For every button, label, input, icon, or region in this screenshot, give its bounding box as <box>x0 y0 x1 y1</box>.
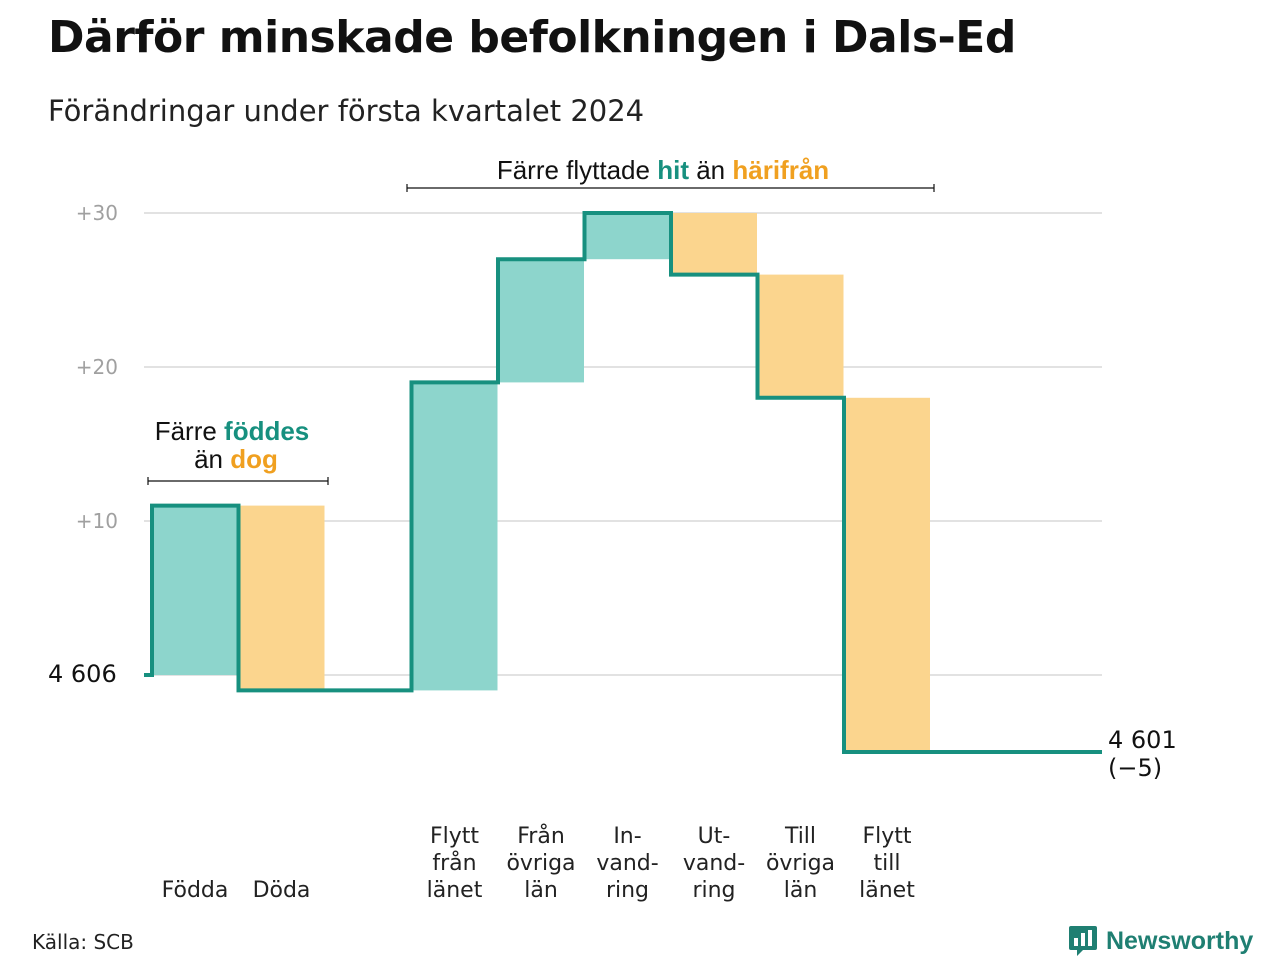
newsworthy-logo: Newsworthy <box>1068 924 1253 958</box>
line-layer <box>144 211 1102 754</box>
bar-0 <box>152 505 238 675</box>
chart-subtitle: Förändringar under första kvartalet 2024 <box>48 94 645 128</box>
x-category-label-7: Till övriga län <box>766 824 835 903</box>
end-value-label: 4 601 <box>1108 726 1177 754</box>
x-category-label-3: Flytt från länet <box>427 824 483 903</box>
x-category-label-6: Ut-vand-ring <box>683 824 745 903</box>
y-tick-label-2: +30 <box>76 201 118 225</box>
chart-title: Därför minskade befolkningen i Dals-Ed <box>48 12 1016 63</box>
logo-text: Newsworthy <box>1106 926 1254 955</box>
bar-7 <box>757 274 844 398</box>
ann-bd-born: föddes <box>224 416 309 446</box>
bar-layer <box>152 213 930 752</box>
y-tick-label-0: +10 <box>76 509 118 533</box>
bar-1 <box>238 505 325 691</box>
source-note: Källa: SCB <box>32 930 134 954</box>
bar-8 <box>844 397 930 752</box>
ann-mig-away: härifrån <box>732 155 829 185</box>
migration-annotation: Färre flyttade hit än härifrån <box>406 155 935 192</box>
start-value-label: 4 606 <box>48 660 117 688</box>
label-layer: Födda Döda Flytt från länet Från övriga län In-v… <box>162 823 916 903</box>
waterfall-chart: +10 +20 +30 Födda Döda Flytt från länet Från övr… <box>48 155 1177 903</box>
ann-mig-here: hit <box>657 155 689 185</box>
bar-6 <box>671 213 757 275</box>
ann-bd-line2-a: än <box>194 444 230 474</box>
bar-3 <box>411 382 498 691</box>
svg-text:Färre flyttade hit än härifrån: Färre flyttade hit än härifrån <box>497 155 829 185</box>
bar-chart-speech-icon <box>1069 926 1097 956</box>
cumulative-line <box>144 211 1102 754</box>
svg-text:än dog: än dog <box>194 444 278 474</box>
births-deaths-annotation: Färre föddes än dog <box>147 416 329 485</box>
y-tick-label-1: +20 <box>76 355 118 379</box>
ann-bd-line1-a: Färre <box>155 416 224 446</box>
x-category-label-5: In-vand-ring <box>596 824 658 903</box>
x-category-label-1: Döda <box>253 878 311 903</box>
x-category-label-8: Flytt till länet <box>859 824 915 903</box>
x-category-label-4: Från övriga län <box>506 823 575 903</box>
svg-text:Färre föddes: Färre föddes <box>155 416 310 446</box>
x-category-label-0: Födda <box>162 878 229 903</box>
bar-4 <box>498 259 584 383</box>
end-change-label: (−5) <box>1108 754 1162 782</box>
bar-5 <box>584 213 671 260</box>
ann-mig-a: Färre flyttade <box>497 155 657 185</box>
ann-mig-c: än <box>689 155 732 185</box>
ann-bd-died: dog <box>230 444 278 474</box>
